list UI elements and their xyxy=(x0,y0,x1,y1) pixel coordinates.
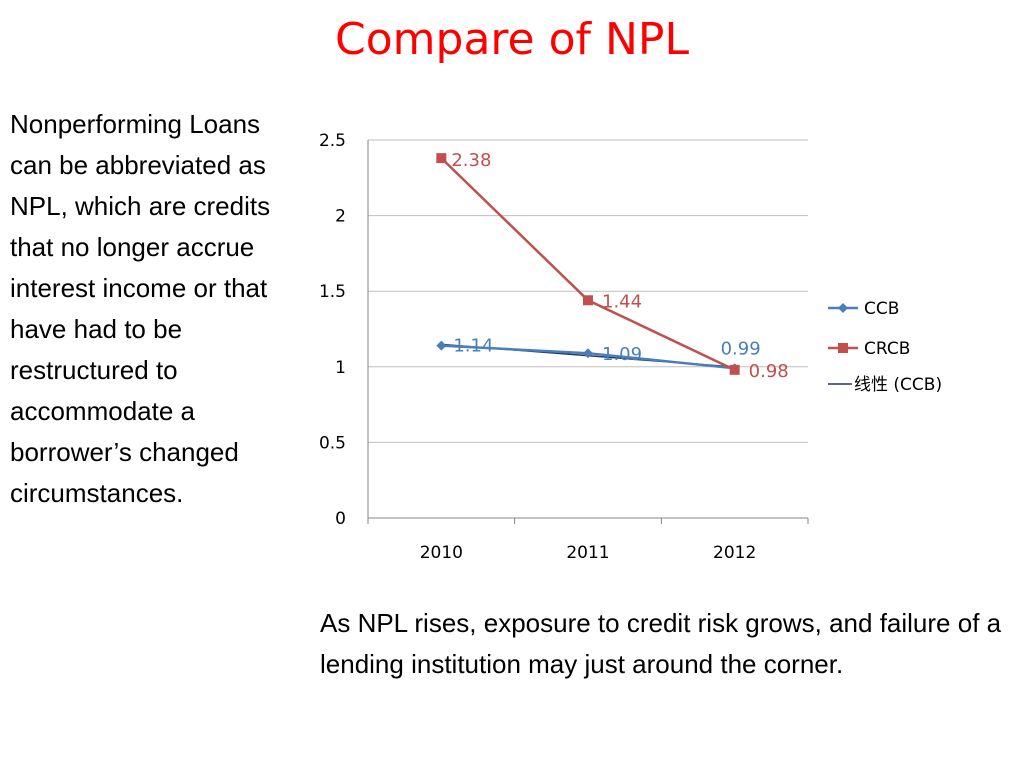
x-tick-label: 2011 xyxy=(566,543,609,563)
data-label-ccb: 1.14 xyxy=(453,336,493,357)
legend-label-crcb: CRCB xyxy=(864,339,910,359)
data-label-ccb: 1.09 xyxy=(602,344,642,365)
series-point-crcb xyxy=(436,153,447,164)
x-tick-label: 2010 xyxy=(420,543,463,563)
slide-title: Compare of NPL xyxy=(335,14,689,65)
y-tick-label: 2 xyxy=(335,207,346,227)
legend-marker-ccb xyxy=(838,303,848,313)
y-tick-label: 1.5 xyxy=(319,282,346,302)
chart-series: 2.38 1.44 0.98 1.14 1.09 0.99 xyxy=(436,150,789,382)
npl-definition-text: Nonperforming Loans can be abbreviated a… xyxy=(10,109,271,508)
series-point-ccb xyxy=(436,340,447,351)
series-point-crcb xyxy=(583,295,593,306)
y-tick-label: 0 xyxy=(335,509,346,529)
legend-label-trendline: 线性 (CCB) xyxy=(854,375,942,395)
data-label-ccb: 0.99 xyxy=(721,338,761,359)
series-point-crcb xyxy=(729,364,740,375)
npl-line-chart: 0 0.5 1 1.5 2 2.5 2010 2011 2012 2.38 1.44 0.98 1.1… xyxy=(319,131,942,563)
y-tick-label: 0.5 xyxy=(319,433,346,453)
legend-marker-crcb xyxy=(838,343,848,353)
series-point-ccb xyxy=(583,348,593,359)
x-tick-label: 2012 xyxy=(713,543,756,563)
data-label-crcb: 0.98 xyxy=(749,361,789,382)
legend-label-ccb: CCB xyxy=(864,299,899,319)
data-label-crcb: 2.38 xyxy=(451,150,491,171)
data-label-crcb: 1.44 xyxy=(602,291,642,312)
npl-risk-text: As NPL rises, exposure to credit risk gr… xyxy=(320,608,1002,679)
chart-legend: CCB CRCB 线性 (CCB) xyxy=(828,299,942,395)
chart-axes: 0 0.5 1 1.5 2 2.5 2010 2011 2012 xyxy=(319,131,809,563)
chart-gridlines xyxy=(368,139,808,519)
y-tick-label: 2.5 xyxy=(319,131,346,151)
y-tick-label: 1 xyxy=(335,358,346,378)
